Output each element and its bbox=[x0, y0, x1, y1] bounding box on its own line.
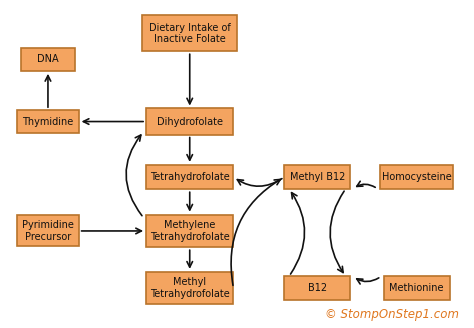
Text: Dietary Intake of
Inactive Folate: Dietary Intake of Inactive Folate bbox=[149, 23, 231, 44]
FancyBboxPatch shape bbox=[146, 165, 234, 189]
Text: DNA: DNA bbox=[37, 54, 59, 65]
FancyBboxPatch shape bbox=[21, 48, 75, 71]
Text: Homocysteine: Homocysteine bbox=[382, 172, 451, 182]
Text: Methionine: Methionine bbox=[389, 283, 444, 293]
FancyBboxPatch shape bbox=[284, 277, 350, 300]
Text: Methylene
Tetrahydrofolate: Methylene Tetrahydrofolate bbox=[150, 220, 229, 242]
FancyBboxPatch shape bbox=[380, 165, 453, 189]
Text: B12: B12 bbox=[308, 283, 327, 293]
Text: Methyl B12: Methyl B12 bbox=[290, 172, 345, 182]
FancyBboxPatch shape bbox=[143, 15, 237, 51]
FancyBboxPatch shape bbox=[146, 109, 234, 134]
FancyBboxPatch shape bbox=[17, 110, 79, 133]
Text: Pyrimidine
Precursor: Pyrimidine Precursor bbox=[22, 220, 74, 242]
Text: Dihydrofolate: Dihydrofolate bbox=[157, 116, 223, 127]
FancyBboxPatch shape bbox=[146, 215, 234, 247]
Text: Thymidine: Thymidine bbox=[22, 116, 73, 127]
Text: Methyl
Tetrahydrofolate: Methyl Tetrahydrofolate bbox=[150, 277, 229, 299]
FancyBboxPatch shape bbox=[17, 215, 79, 246]
Text: Tetrahydrofolate: Tetrahydrofolate bbox=[150, 172, 229, 182]
Text: © StompOnStep1.com: © StompOnStep1.com bbox=[325, 308, 459, 321]
FancyBboxPatch shape bbox=[383, 277, 450, 300]
FancyBboxPatch shape bbox=[284, 165, 350, 189]
FancyBboxPatch shape bbox=[146, 272, 234, 304]
